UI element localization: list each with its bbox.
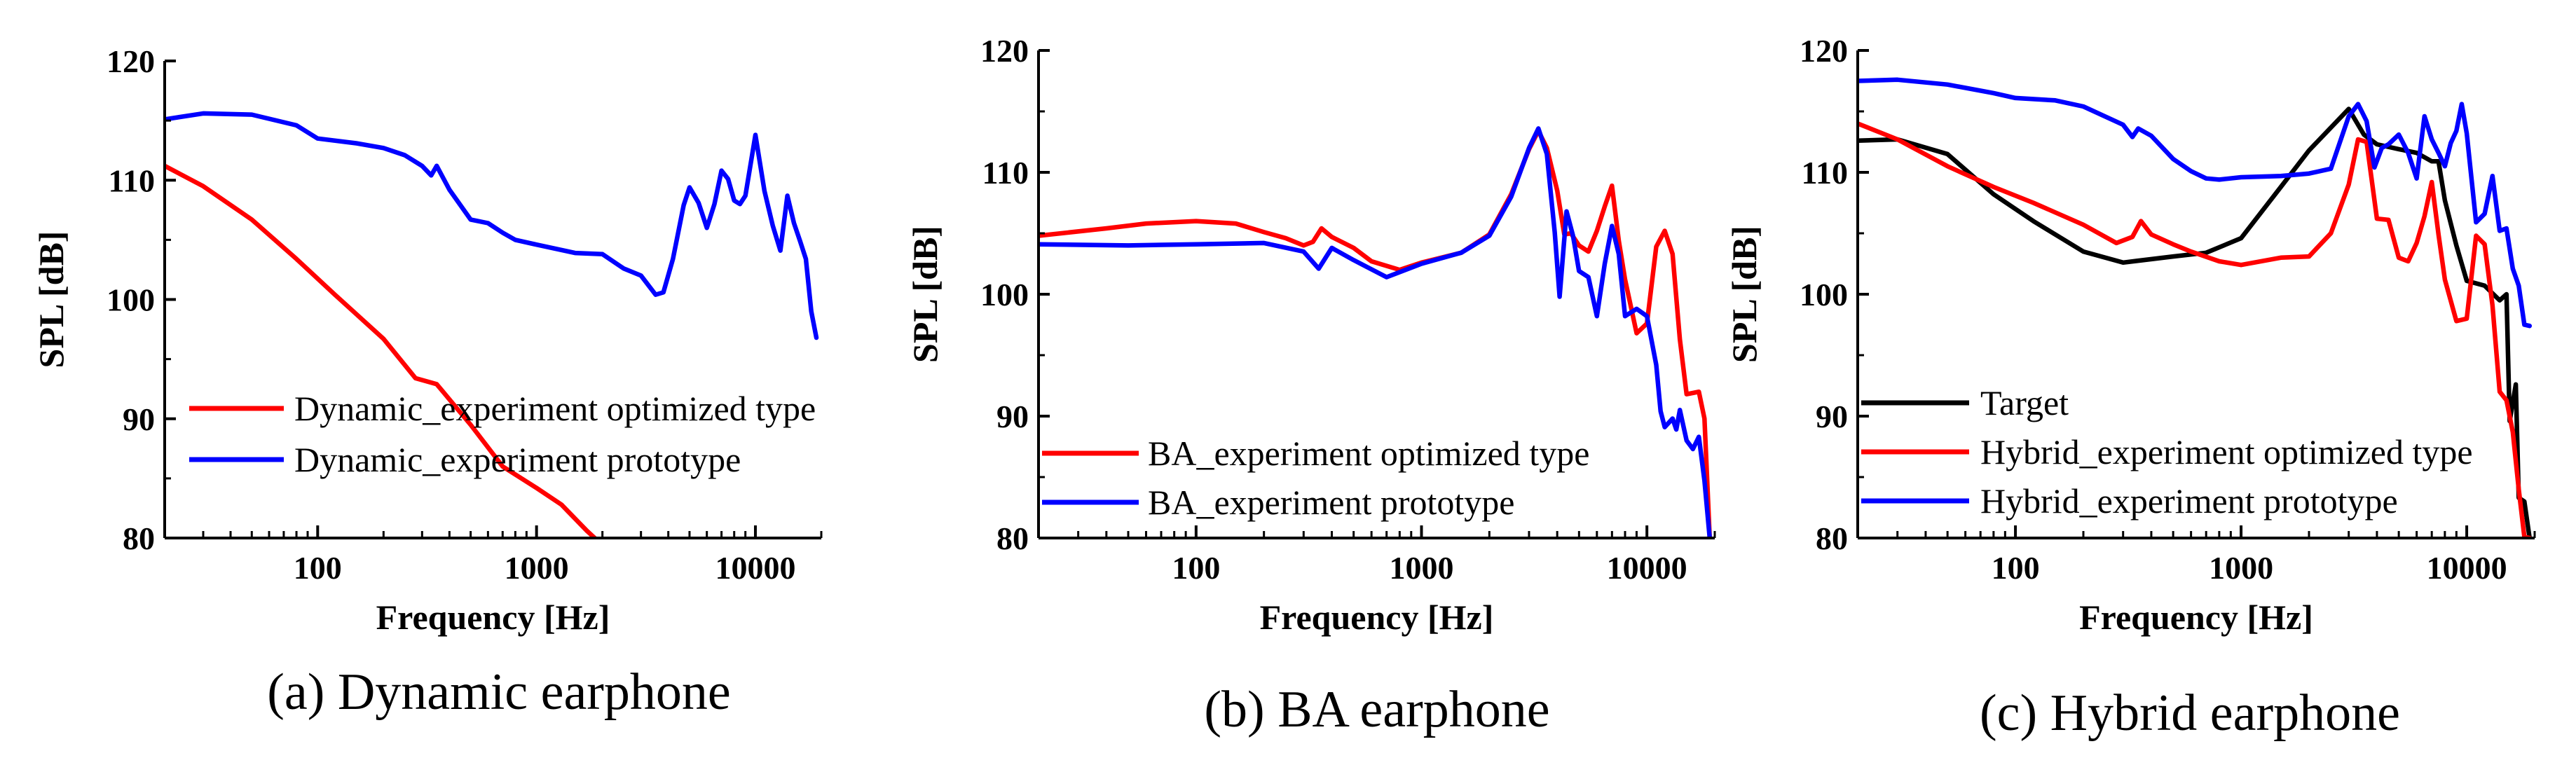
series-line-2 — [1858, 121, 2533, 538]
x-tick-label: 100 — [1172, 550, 1220, 586]
panel-caption: (a) Dynamic earphone — [267, 663, 731, 721]
series-line-3 — [1858, 77, 2533, 329]
y-tick-label: 100 — [107, 282, 155, 318]
y-tick-label: 110 — [1802, 155, 1848, 191]
legend: BA_experiment optimized type BA_experimen… — [1042, 434, 1589, 522]
legend-label-1: Target — [1980, 383, 2069, 422]
legend-label-2: Hybrid_experiment optimized type — [1980, 432, 2473, 471]
x-axis-title: Frequency [Hz] — [376, 598, 610, 637]
chart-panel-c: 80 90 100 110 120 100 1000 10000 Frequency [Hz] S… — [1725, 33, 2536, 742]
x-tick-label: 100 — [294, 550, 342, 586]
x-tick-label: 1000 — [1390, 550, 1454, 586]
legend-label-1: BA_experiment optimized type — [1148, 434, 1589, 473]
legend-label-2: BA_experiment prototype — [1148, 483, 1515, 522]
legend-label-3: Hybrid_experiment prototype — [1980, 481, 2398, 521]
legend-label-1: Dynamic_experiment optimized type — [294, 389, 816, 428]
x-axis-title: Frequency [Hz] — [1260, 598, 1494, 637]
y-tick-label: 120 — [1800, 33, 1848, 69]
x-tick-label: 100 — [1992, 550, 2040, 586]
y-tick-label: 120 — [980, 33, 1029, 69]
y-tick-label: 90 — [123, 401, 155, 437]
x-tick-label: 1000 — [505, 550, 569, 586]
legend: Dynamic_experiment optimized type Dynamic… — [189, 389, 816, 479]
y-tick-label: 90 — [1816, 399, 1848, 434]
x-tick-label: 10000 — [2427, 550, 2507, 586]
series-line-2 — [165, 111, 819, 340]
chart-panel-a: 80 90 100 110 120 100 1000 10000 Frequency [Hz] S… — [32, 43, 823, 721]
y-axis-title: SPL [dB] — [905, 226, 945, 363]
series-line-1 — [165, 163, 598, 538]
panel-caption: (c) Hybrid earphone — [1980, 684, 2400, 742]
y-axis-title: SPL [dB] — [32, 231, 71, 368]
y-tick-label: 90 — [996, 399, 1029, 434]
x-tick-label: 10000 — [1607, 550, 1687, 586]
y-axis-title: SPL [dB] — [1725, 226, 1764, 363]
series-line-1 — [1039, 128, 1713, 538]
y-tick-label: 120 — [107, 43, 155, 79]
legend-label-2: Dynamic_experiment prototype — [294, 440, 741, 479]
series-line-2 — [1039, 126, 1713, 538]
y-tick-label: 110 — [109, 163, 155, 198]
panel-caption: (b) BA earphone — [1204, 681, 1549, 738]
y-tick-label: 100 — [980, 277, 1029, 312]
y-tick-label: 80 — [996, 521, 1029, 556]
y-tick-label: 80 — [123, 521, 155, 556]
y-tick-label: 80 — [1816, 521, 1848, 556]
x-axis-title: Frequency [Hz] — [2079, 598, 2313, 637]
legend: Target Hybrid_experiment optimized type Hy… — [1861, 383, 2473, 521]
chart-panel-b: 80 90 100 110 120 100 1000 10000 Frequency [Hz] S… — [905, 33, 1716, 738]
y-tick-label: 100 — [1800, 277, 1848, 312]
x-tick-label: 1000 — [2209, 550, 2273, 586]
x-tick-label: 10000 — [715, 550, 795, 586]
y-tick-label: 110 — [982, 155, 1029, 191]
